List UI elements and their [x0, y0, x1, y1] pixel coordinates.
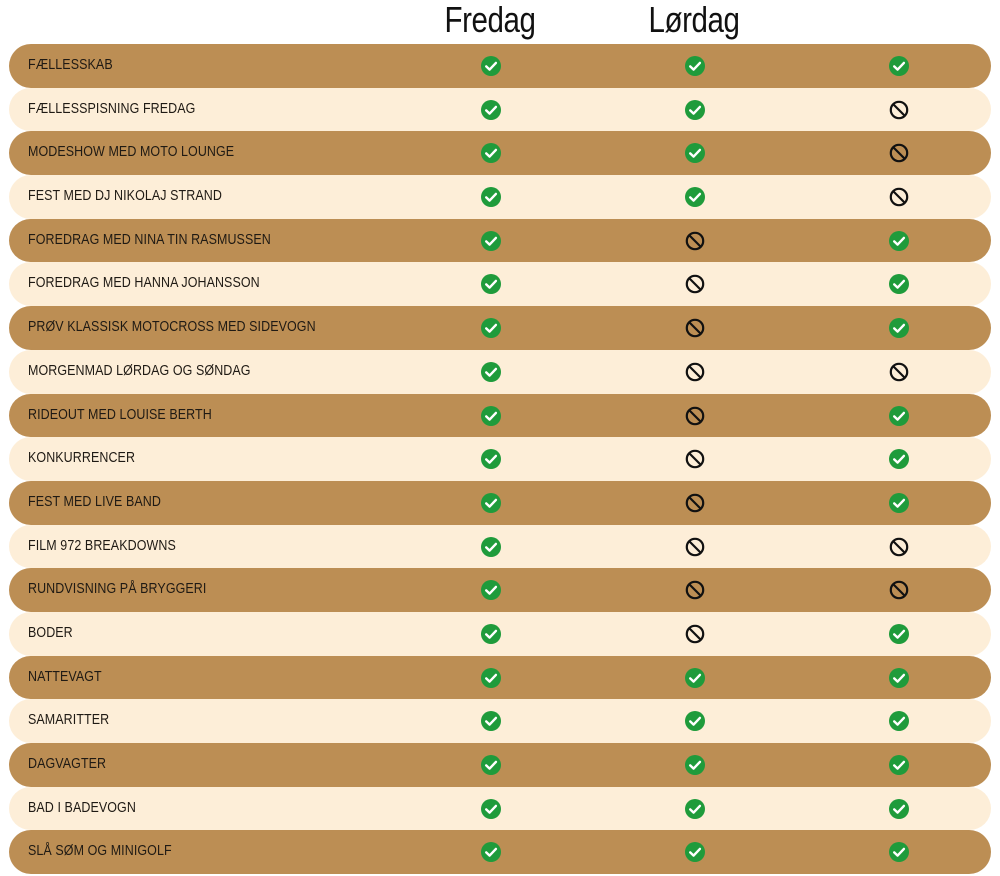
prohibited-icon	[684, 492, 706, 514]
row-label: SLÅ SØM OG MINIGOLF	[28, 843, 172, 860]
column-header-lordag: Lørdag	[648, 0, 740, 40]
check-circle-icon	[888, 448, 910, 470]
prohibited-icon	[684, 361, 706, 383]
row-label: RIDEOUT MED LOUISE BERTH	[28, 406, 212, 423]
check-circle-icon	[480, 492, 502, 514]
check-circle-icon	[684, 99, 706, 121]
row-label: PRØV KLASSISK MOTOCROSS MED SIDEVOGN	[28, 319, 316, 336]
prohibited-icon	[684, 579, 706, 601]
check-circle-icon	[684, 667, 706, 689]
table-row: SLÅ SØM OG MINIGOLF	[9, 830, 991, 875]
table-row: MORGENMAD LØRDAG OG SØNDAG	[9, 349, 991, 394]
check-circle-icon	[480, 579, 502, 601]
table-header: Fredag Lørdag	[0, 0, 1000, 44]
check-circle-icon	[888, 623, 910, 645]
check-circle-icon	[480, 623, 502, 645]
check-circle-icon	[888, 273, 910, 295]
prohibited-icon	[684, 273, 706, 295]
prohibited-icon	[888, 142, 910, 164]
row-label: NATTEVAGT	[28, 668, 102, 685]
prohibited-icon	[888, 579, 910, 601]
table-row: BODER	[9, 611, 991, 656]
table-row: FOREDRAG MED HANNA JOHANSSON	[9, 262, 991, 307]
prohibited-icon	[684, 405, 706, 427]
prohibited-icon	[888, 536, 910, 558]
check-circle-icon	[480, 536, 502, 558]
row-label: FÆLLESSPISNING FREDAG	[28, 100, 196, 117]
table-row: PRØV KLASSISK MOTOCROSS MED SIDEVOGN	[9, 306, 991, 350]
table-row: DAGVAGTER	[9, 743, 991, 787]
table-row: RIDEOUT MED LOUISE BERTH	[9, 393, 991, 438]
check-circle-icon	[480, 667, 502, 689]
row-label: FILM 972 BREAKDOWNS	[28, 537, 176, 554]
row-label: SAMARITTER	[28, 712, 110, 729]
prohibited-icon	[684, 317, 706, 339]
check-circle-icon	[888, 754, 910, 776]
row-label: KONKURRENCER	[28, 450, 136, 467]
row-label: DAGVAGTER	[28, 756, 107, 772]
check-circle-icon	[888, 841, 910, 863]
row-label: FEST MED DJ NIKOLAJ STRAND	[28, 188, 222, 205]
table-row: FOREDRAG MED NINA TIN RASMUSSEN	[9, 218, 991, 263]
prohibited-icon	[684, 536, 706, 558]
check-circle-icon	[480, 186, 502, 208]
schedule-table: FÆLLESSKAB FÆLLESSPISNING FREDAG MODESHOW …	[9, 44, 991, 875]
check-circle-icon	[684, 710, 706, 732]
prohibited-icon	[684, 623, 706, 645]
check-circle-icon	[684, 798, 706, 820]
check-circle-icon	[888, 230, 910, 252]
check-circle-icon	[888, 798, 910, 820]
prohibited-icon	[888, 99, 910, 121]
check-circle-icon	[888, 317, 910, 339]
check-circle-icon	[684, 142, 706, 164]
prohibited-icon	[684, 448, 706, 470]
check-circle-icon	[888, 405, 910, 427]
table-row: MODESHOW MED MOTO LOUNGE	[9, 131, 991, 176]
check-circle-icon	[684, 186, 706, 208]
check-circle-icon	[480, 230, 502, 252]
check-circle-icon	[888, 710, 910, 732]
row-label: FOREDRAG MED HANNA JOHANSSON	[28, 275, 260, 292]
row-label: FOREDRAG MED NINA TIN RASMUSSEN	[28, 231, 271, 248]
check-circle-icon	[480, 754, 502, 776]
check-circle-icon	[684, 841, 706, 863]
check-circle-icon	[480, 841, 502, 863]
check-circle-icon	[480, 710, 502, 732]
check-circle-icon	[684, 55, 706, 77]
table-row: FÆLLESSPISNING FREDAG	[9, 87, 991, 132]
table-row: FEST MED DJ NIKOLAJ STRAND	[9, 175, 991, 219]
check-circle-icon	[480, 798, 502, 820]
check-circle-icon	[480, 99, 502, 121]
check-circle-icon	[684, 754, 706, 776]
check-circle-icon	[480, 448, 502, 470]
table-row: BAD I BADEVOGN	[9, 786, 991, 831]
column-header-fredag: Fredag	[444, 0, 536, 40]
prohibited-icon	[684, 230, 706, 252]
table-row: NATTEVAGT	[9, 655, 991, 700]
check-circle-icon	[480, 142, 502, 164]
table-row: FÆLLESSKAB	[9, 44, 991, 88]
table-row: KONKURRENCER	[9, 437, 991, 481]
row-label: BODER	[28, 624, 73, 641]
check-circle-icon	[888, 667, 910, 689]
check-circle-icon	[480, 55, 502, 77]
check-circle-icon	[888, 492, 910, 514]
row-label: RUNDVISNING PÅ BRYGGERI	[28, 581, 207, 598]
row-label: BAD I BADEVOGN	[28, 799, 136, 816]
table-row: RUNDVISNING PÅ BRYGGERI	[9, 568, 991, 612]
table-row: SAMARITTER	[9, 699, 991, 743]
row-label: FEST MED LIVE BAND	[28, 493, 161, 510]
row-label: FÆLLESSKAB	[28, 57, 113, 73]
row-label: MODESHOW MED MOTO LOUNGE	[28, 144, 235, 161]
table-row: FEST MED LIVE BAND	[9, 480, 991, 525]
check-circle-icon	[480, 317, 502, 339]
check-circle-icon	[888, 55, 910, 77]
prohibited-icon	[888, 361, 910, 383]
row-label: MORGENMAD LØRDAG OG SØNDAG	[28, 362, 251, 379]
prohibited-icon	[888, 186, 910, 208]
check-circle-icon	[480, 273, 502, 295]
check-circle-icon	[480, 405, 502, 427]
table-row: FILM 972 BREAKDOWNS	[9, 524, 991, 569]
check-circle-icon	[480, 361, 502, 383]
